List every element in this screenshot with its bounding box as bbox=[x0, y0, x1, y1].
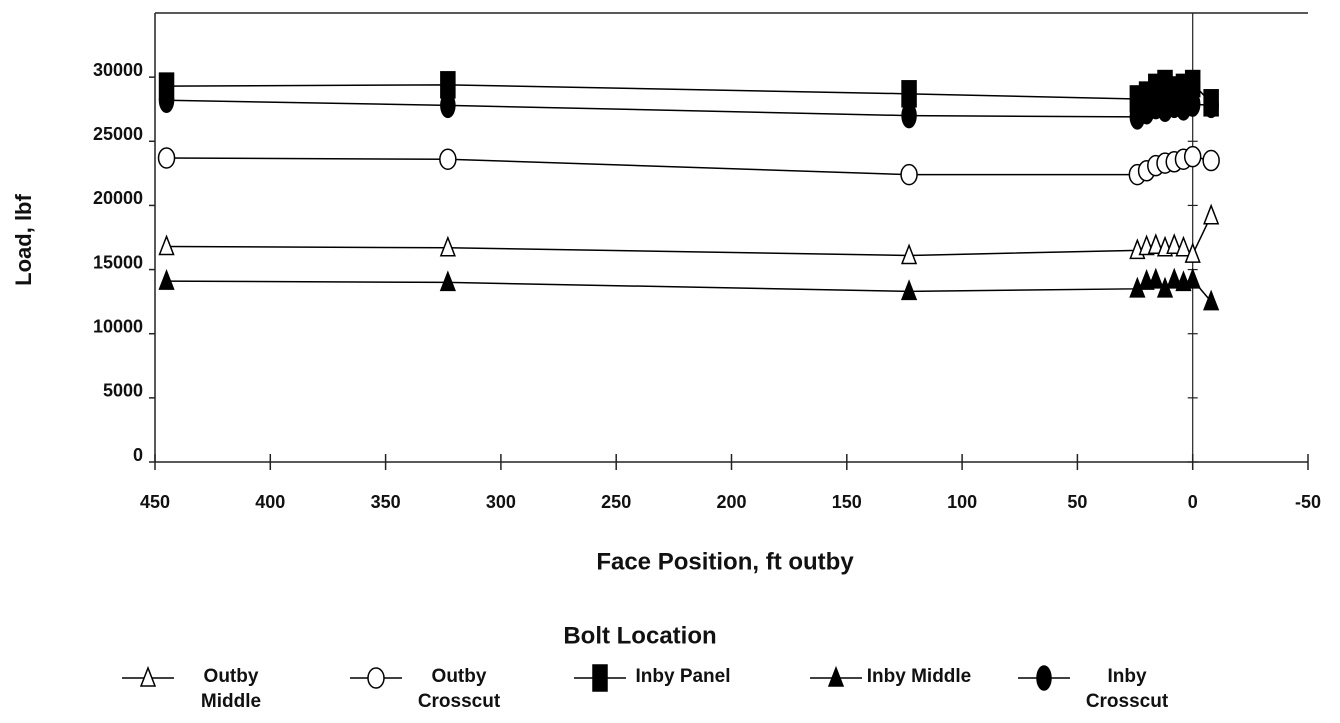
marker bbox=[900, 279, 918, 301]
legend-swatch bbox=[574, 664, 626, 692]
legend-label: Inby Crosscut bbox=[1085, 666, 1169, 712]
y-tick-label: 15000 bbox=[93, 252, 143, 272]
series-line bbox=[166, 215, 1212, 257]
marker bbox=[440, 92, 456, 119]
marker bbox=[1184, 267, 1201, 289]
y-tick-label: 20000 bbox=[93, 188, 143, 208]
marker bbox=[439, 270, 456, 292]
marker bbox=[1202, 149, 1220, 172]
marker bbox=[1183, 145, 1202, 168]
legend-label: Inby Panel bbox=[635, 666, 731, 687]
legend-swatch bbox=[810, 665, 862, 687]
series-line bbox=[166, 155, 1212, 176]
legend-item: Outby Crosscut bbox=[348, 664, 514, 714]
series-line bbox=[166, 82, 1212, 104]
y-tick-label: 0 bbox=[133, 445, 143, 465]
marker bbox=[158, 87, 175, 113]
marker bbox=[157, 147, 176, 169]
x-tick-label: 450 bbox=[140, 492, 170, 512]
series-line bbox=[166, 278, 1212, 303]
x-tick-label: 50 bbox=[1067, 492, 1087, 512]
x-tick-label: 350 bbox=[371, 492, 401, 512]
x-tick-label: 100 bbox=[947, 492, 977, 512]
series-line bbox=[166, 99, 1212, 118]
y-tick-label: 5000 bbox=[103, 381, 143, 401]
legend-item: Inby Crosscut bbox=[1016, 664, 1182, 714]
marker bbox=[592, 664, 608, 692]
legend-label: Outby Middle bbox=[200, 666, 262, 712]
marker bbox=[1175, 235, 1192, 257]
legend-item: Inby Panel bbox=[572, 664, 738, 692]
y-axis-title: Load, lbf bbox=[11, 194, 36, 286]
legend-label: Inby Middle bbox=[866, 666, 972, 687]
x-tick-label: 400 bbox=[255, 492, 285, 512]
x-tick-label: 150 bbox=[832, 492, 862, 512]
marker bbox=[158, 234, 175, 256]
legend-swatch bbox=[1018, 665, 1070, 691]
marker bbox=[1203, 289, 1220, 311]
marker bbox=[367, 667, 385, 689]
y-tick-label: 30000 bbox=[93, 60, 143, 80]
marker bbox=[158, 269, 175, 290]
marker bbox=[1147, 233, 1164, 254]
y-tick-label: 10000 bbox=[93, 316, 143, 336]
legend-item: Outby Middle bbox=[120, 664, 286, 714]
legend: Outby Middle Outby Crosscut Inby Panel Inby… bbox=[120, 664, 1240, 720]
y-tick-label: 25000 bbox=[93, 124, 143, 144]
marker bbox=[439, 148, 457, 170]
x-axis-title: Face Position, ft outby bbox=[596, 548, 854, 575]
x-tick-label: 300 bbox=[486, 492, 516, 512]
legend-swatch bbox=[122, 665, 174, 687]
chart: Load, lbf Face Position, ft outby Bolt L… bbox=[11, 12, 1321, 649]
marker bbox=[1184, 242, 1201, 263]
legend-swatch bbox=[350, 667, 402, 689]
x-tick-label: -50 bbox=[1295, 492, 1321, 512]
marker bbox=[1203, 92, 1219, 119]
legend-title: Bolt Location bbox=[563, 622, 716, 649]
x-tick-label: 250 bbox=[601, 492, 631, 512]
marker bbox=[827, 665, 845, 687]
marker bbox=[900, 243, 918, 265]
marker bbox=[1166, 267, 1183, 289]
legend-label: Outby Crosscut bbox=[417, 666, 501, 712]
marker bbox=[1147, 267, 1164, 289]
marker bbox=[901, 102, 917, 129]
marker bbox=[439, 235, 456, 257]
x-tick-label: 200 bbox=[716, 492, 746, 512]
legend-item: Inby Middle bbox=[808, 664, 974, 692]
marker bbox=[139, 665, 157, 687]
marker bbox=[900, 163, 918, 186]
marker bbox=[1184, 91, 1201, 117]
marker bbox=[1203, 203, 1220, 225]
marker bbox=[1036, 665, 1052, 691]
x-tick-label: 0 bbox=[1188, 492, 1198, 512]
marker bbox=[1166, 233, 1183, 254]
